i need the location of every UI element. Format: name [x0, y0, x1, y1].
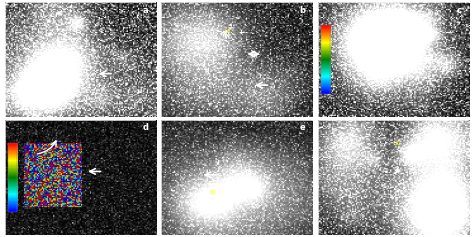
Text: LO: LO	[393, 141, 401, 146]
Text: ★: ★	[392, 166, 401, 176]
Text: f: f	[457, 123, 461, 132]
Text: b: b	[299, 6, 305, 15]
Bar	[320, 25, 330, 94]
Text: c: c	[456, 6, 461, 15]
Bar	[8, 143, 17, 212]
Text: BC: BC	[210, 190, 217, 195]
Text: a: a	[143, 6, 149, 15]
Text: d: d	[143, 123, 149, 132]
Text: e: e	[300, 123, 305, 132]
Text: ★: ★	[245, 166, 254, 176]
Text: UT: UT	[225, 29, 232, 34]
